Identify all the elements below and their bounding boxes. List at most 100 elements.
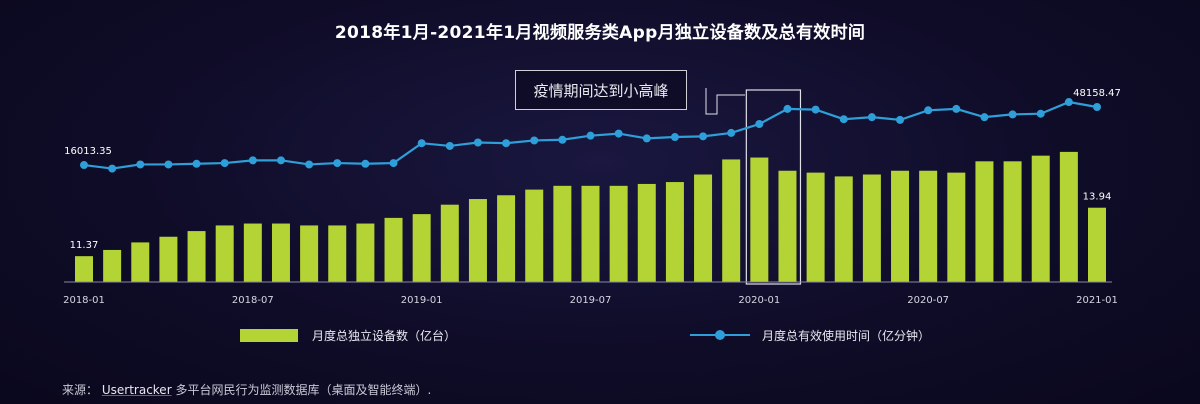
bar-2018-08 (271, 223, 290, 282)
bar-2019-07 (581, 185, 600, 282)
bar-2020-08 (947, 172, 966, 282)
bar-2020-01 (750, 157, 769, 282)
legend-line: 月度总有效使用时间（亿分钟） (690, 326, 930, 344)
line-point-2020-07 (924, 106, 933, 115)
legend-line-label: 月度总有效使用时间（亿分钟） (762, 328, 931, 343)
source-note: 来源： Usertracker 多平台网民行为监测数据库（桌面及智能终端）. (62, 381, 431, 398)
line-point-2019-05 (530, 136, 539, 145)
x-tick-label: 2019-07 (570, 295, 612, 306)
bar-2018-10 (328, 225, 347, 282)
line-point-2019-02 (445, 141, 454, 150)
bar-2019-11 (694, 174, 713, 282)
x-tick-label: 2021-01 (1076, 295, 1118, 306)
line-value-label: 16013.35 (64, 146, 112, 157)
chart-title: 2018年1月-2021年1月视频服务类App月独立设备数及总有效时间 (334, 23, 866, 43)
line-point-2019-12 (727, 128, 736, 137)
bar-2019-08 (609, 185, 628, 282)
bar-2020-05 (862, 174, 881, 282)
bar-2019-01 (412, 214, 431, 282)
line-point-2019-04 (502, 139, 511, 148)
line-point-2018-08 (276, 156, 285, 165)
line-point-2018-02 (108, 164, 117, 173)
line-point-2018-05 (192, 159, 201, 168)
bar-2019-03 (468, 199, 487, 282)
bar-2021-01 (1088, 207, 1106, 282)
bar-2019-12 (722, 159, 741, 282)
bar-2018-03 (131, 242, 150, 282)
line-point-2018-04 (164, 160, 173, 169)
line-point-2019-06 (558, 135, 567, 144)
bar-2018-01 (75, 256, 93, 282)
bar-2020-10 (1003, 161, 1022, 282)
source-rest: 多平台网民行为监测数据库（桌面及智能终端）. (175, 383, 432, 397)
bar-2018-06 (215, 225, 234, 282)
line-point-2021-01 (1093, 103, 1101, 111)
line-point-2019-11 (699, 132, 708, 141)
legend-line-swatch (690, 328, 750, 342)
line-point-2020-04 (839, 115, 848, 124)
line-point-2018-01 (80, 161, 88, 170)
bar-2020-11 (1031, 155, 1050, 282)
line-point-2019-09 (642, 134, 651, 143)
bar-2019-02 (440, 204, 459, 282)
bar-2018-05 (187, 231, 206, 282)
line-point-2018-12 (389, 159, 398, 168)
bar-2019-04 (497, 195, 516, 282)
highlight-box (745, 89, 802, 285)
line-point-2020-06 (896, 115, 905, 124)
line-point-2020-01 (755, 120, 764, 128)
line-point-2019-03 (473, 138, 482, 147)
line-point-2018-11 (361, 159, 370, 168)
bar-2020-07 (919, 170, 938, 282)
x-tick-label: 2020-07 (907, 295, 949, 306)
bar-2018-07 (243, 223, 262, 282)
bar-value-label: 11.37 (70, 240, 99, 251)
bar-2018-04 (159, 236, 178, 282)
line-point-2019-08 (614, 129, 623, 138)
legend-bar-swatch (240, 328, 298, 342)
line-point-2020-12 (1064, 98, 1073, 107)
x-tick-label: 2018-01 (63, 295, 105, 306)
legend-bar-label: 月度总独立设备数（亿台） (312, 328, 457, 343)
line-point-2020-09 (980, 113, 989, 122)
line-point-2018-03 (136, 160, 145, 169)
bar-value-label: 13.94 (1083, 192, 1112, 203)
x-tick-label: 2019-01 (401, 295, 443, 306)
bar-2020-02 (778, 170, 797, 282)
bar-2018-02 (103, 249, 122, 282)
line-point-2018-09 (305, 160, 314, 169)
bar-2018-09 (300, 225, 319, 282)
bar-2018-11 (356, 223, 375, 282)
line-point-2018-07 (248, 156, 257, 165)
callout-connector (705, 88, 745, 115)
line-point-2019-10 (670, 133, 679, 142)
source-name: Usertracker (101, 383, 172, 397)
bar-2019-05 (525, 189, 544, 282)
line-point-2020-05 (867, 113, 876, 122)
line-point-2020-11 (1036, 109, 1045, 118)
line-point-2018-06 (220, 159, 229, 168)
line-point-2020-10 (1008, 110, 1017, 119)
bar-2019-10 (665, 182, 684, 282)
line-point-2020-02 (783, 104, 792, 113)
legend-bar: 月度总独立设备数（亿台） (240, 326, 456, 344)
line-point-2019-01 (417, 139, 426, 148)
bar-2020-03 (806, 172, 825, 282)
bar-2019-06 (553, 185, 572, 282)
source-prefix: 来源： (62, 383, 99, 397)
line-point-2020-08 (952, 104, 961, 113)
bar-2020-06 (891, 170, 910, 282)
line-value-label: 48158.47 (1073, 88, 1121, 99)
bar-2018-12 (384, 217, 403, 282)
line-point-2018-10 (333, 159, 342, 168)
line-point-2020-03 (811, 105, 820, 114)
bar-2020-04 (834, 176, 853, 282)
line-point-2019-07 (586, 131, 595, 140)
bar-2020-12 (1059, 151, 1078, 282)
bar-2019-09 (637, 183, 656, 282)
bar-2020-09 (975, 161, 994, 282)
x-tick-label: 2018-07 (232, 295, 274, 306)
annotation-callout: 疫情期间达到小高峰 (515, 70, 687, 110)
